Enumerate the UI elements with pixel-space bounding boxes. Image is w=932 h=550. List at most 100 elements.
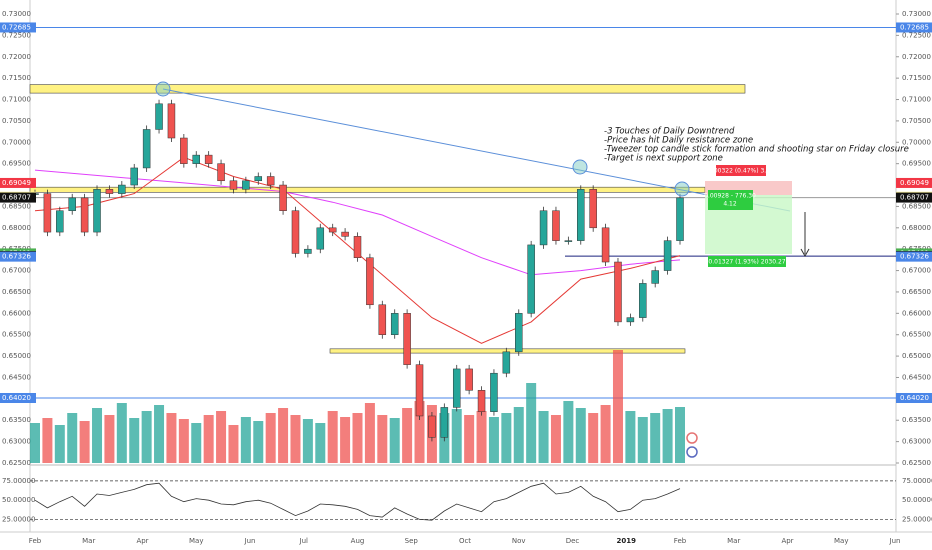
- volume-bar: [178, 419, 189, 463]
- candle: [93, 189, 101, 233]
- price-tag: [896, 192, 932, 203]
- price-tag: [896, 251, 932, 262]
- y-tick-label: 0.62500: [902, 459, 931, 467]
- candle: [43, 193, 52, 233]
- y-tick-label: 0.64500: [902, 373, 931, 381]
- volume-bar: [662, 409, 673, 463]
- candle: [527, 244, 535, 314]
- y-tick-label: 0.65500: [2, 331, 31, 339]
- price-tag: [0, 192, 36, 203]
- volume-bar: [364, 403, 375, 463]
- resistance-zone: [29, 186, 706, 193]
- candle: [564, 240, 573, 242]
- candle: [378, 304, 387, 335]
- annotation-line: -Price has hit Daily resistance zone: [604, 136, 753, 146]
- candle: [192, 154, 200, 164]
- candle: [663, 240, 672, 271]
- y-tick-label: 0.64500: [2, 373, 31, 381]
- x-tick-label: May: [834, 537, 848, 545]
- candle: [589, 189, 597, 229]
- price-tag-label: 0.68707: [900, 194, 929, 202]
- candle: [217, 163, 225, 182]
- price-tag-label: 0.69049: [900, 179, 929, 187]
- candle: [539, 210, 548, 246]
- price-tag-label: 0.72685: [900, 23, 929, 31]
- y-tick-label: 0.67000: [2, 267, 31, 275]
- volume-bar: [476, 411, 487, 463]
- entry-label-bg: [708, 190, 753, 210]
- event-icon: [686, 446, 698, 458]
- price-tag: [896, 22, 932, 33]
- candle: [304, 248, 312, 254]
- y-tick-label: 0.65500: [902, 331, 931, 339]
- x-tick-label: Apr: [136, 537, 148, 545]
- y-tick-label: 0.63000: [902, 438, 931, 446]
- target-arrow-head: [800, 248, 810, 258]
- y-tick-label: 0.66500: [902, 288, 931, 296]
- candle: [229, 180, 238, 190]
- volume-bar: [302, 419, 313, 463]
- volume-bar: [253, 421, 264, 463]
- volume-bar: [191, 423, 202, 463]
- volume-bar: [588, 413, 599, 463]
- x-tick-label: May: [189, 537, 203, 545]
- candle: [155, 103, 163, 130]
- price-tag-label: 0.68707: [2, 194, 31, 202]
- candle: [515, 313, 523, 353]
- y-tick-label: 0.63000: [2, 438, 31, 446]
- x-tick-label: Aug: [351, 537, 365, 545]
- volume-bar: [451, 409, 462, 463]
- volume-bar: [79, 421, 90, 463]
- volume-bar: [265, 413, 276, 463]
- candle: [254, 176, 263, 182]
- x-tick-label: Mar: [727, 537, 740, 545]
- ma200: [34, 169, 681, 276]
- y-tick-label: 0.65000: [902, 352, 931, 360]
- target-label: 0.01327 (1.93%) 2030.27: [708, 259, 785, 266]
- volume-bar: [54, 425, 65, 463]
- volume-bar: [327, 411, 338, 463]
- rsi-tick-label: 50.00000: [2, 496, 35, 504]
- volume-bar: [92, 408, 103, 463]
- price-tag-label: 0.72685: [2, 23, 31, 31]
- x-tick-label: Jul: [299, 537, 309, 545]
- y-tick-label: 0.67000: [902, 267, 931, 275]
- candle: [552, 210, 560, 241]
- candle: [403, 313, 411, 365]
- candle: [68, 197, 76, 211]
- volume-bar: [464, 415, 475, 463]
- candle: [180, 137, 188, 164]
- candle: [316, 227, 325, 250]
- x-tick-label: Feb: [674, 537, 687, 545]
- x-tick-label: Jun: [889, 537, 901, 545]
- volume-bar: [166, 413, 177, 463]
- touch-marker: [155, 81, 171, 97]
- rsi-tick-label: 25.00000: [2, 515, 35, 523]
- volume-bar: [30, 423, 40, 463]
- stop-label: 0.00322 (0.47%) 3.58: [708, 168, 774, 175]
- y-tick-label: 0.68000: [2, 224, 31, 232]
- candle: [452, 368, 461, 408]
- candle: [366, 257, 374, 306]
- price-tag-label: 0.64020: [2, 394, 31, 402]
- volume-bar: [575, 408, 586, 463]
- y-tick-label: 0.66000: [2, 309, 31, 317]
- y-tick-label: 0.69500: [2, 160, 31, 168]
- volume-bar: [141, 411, 152, 463]
- volume-bar: [414, 401, 425, 463]
- x-tick-label: Dec: [566, 537, 580, 545]
- volume-bar: [104, 415, 115, 463]
- y-tick-label: 0.71500: [902, 74, 931, 82]
- candle: [676, 197, 684, 241]
- candle: [490, 372, 498, 412]
- candle: [130, 167, 138, 186]
- y-tick-label: 0.72500: [2, 31, 31, 39]
- x-tick-label: Mar: [82, 537, 95, 545]
- touch-marker: [674, 181, 690, 197]
- volume-bar: [389, 418, 400, 463]
- volume-bar: [154, 405, 165, 463]
- rsi-tick-label: 25.00000: [902, 515, 932, 523]
- volume-bar: [538, 411, 549, 463]
- y-tick-label: 0.71000: [2, 96, 31, 104]
- x-tick-label: Sep: [405, 537, 419, 545]
